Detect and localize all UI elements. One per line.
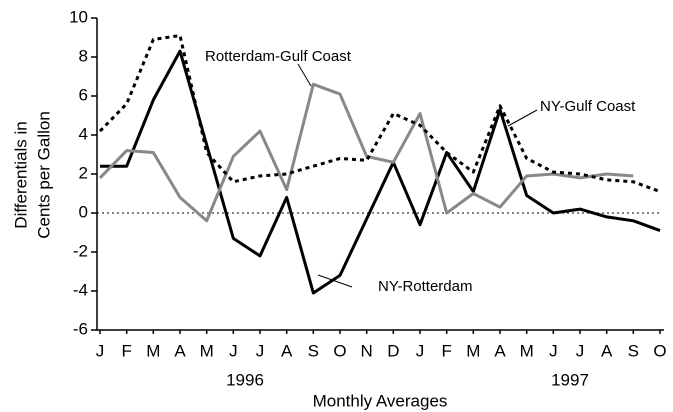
series-line: [98, 34, 661, 193]
x-tick-label: A: [281, 341, 293, 360]
y-tick-label: -6: [73, 319, 88, 338]
x-tick-label: J: [576, 341, 585, 360]
x-tick-label: J: [416, 341, 425, 360]
y-tick-label: -2: [73, 241, 88, 260]
x-axis-label: Monthly Averages: [313, 391, 448, 410]
x-tick-label: S: [308, 341, 319, 360]
x-tick-label: J: [256, 341, 265, 360]
x-tick-label: D: [387, 341, 399, 360]
x-tick-label: J: [549, 341, 558, 360]
leader-line: [507, 109, 538, 127]
x-tick-label: J: [229, 341, 238, 360]
x-tick-label: M: [146, 341, 160, 360]
x-tick-label: O: [653, 341, 666, 360]
series-line: [98, 82, 634, 223]
leader-line: [297, 63, 312, 87]
series-label: NY-Rotterdam: [378, 278, 472, 295]
series-line: [100, 49, 661, 295]
x-tick-label: F: [121, 341, 131, 360]
x-tick-label: A: [601, 341, 613, 360]
y-tick-label: 8: [79, 46, 88, 65]
x-tick-label: A: [174, 341, 186, 360]
y-tick-label: -4: [73, 280, 88, 299]
x-tick-label: A: [494, 341, 506, 360]
y-tick-label: 10: [69, 7, 88, 26]
year-label: 1996: [226, 370, 264, 389]
x-tick-label: M: [200, 341, 214, 360]
x-tick-label: M: [466, 341, 480, 360]
x-tick-label: S: [628, 341, 639, 360]
y-axis-label: Cents per Gallon: [34, 111, 53, 239]
series-label: NY-Gulf Coast: [540, 98, 636, 115]
y-tick-label: 4: [79, 124, 88, 143]
y-axis-label: Differentials in: [11, 121, 30, 228]
x-tick-label: O: [333, 341, 346, 360]
y-tick-label: 2: [79, 163, 88, 182]
y-tick-label: 0: [79, 202, 88, 221]
x-tick-label: N: [361, 341, 373, 360]
x-tick-label: F: [441, 341, 451, 360]
year-label: 1997: [551, 370, 589, 389]
series-label: Rotterdam-Gulf Coast: [205, 48, 352, 65]
y-tick-label: 6: [79, 85, 88, 104]
x-tick-label: J: [96, 341, 105, 360]
x-tick-label: M: [520, 341, 534, 360]
leader-line: [317, 274, 353, 288]
